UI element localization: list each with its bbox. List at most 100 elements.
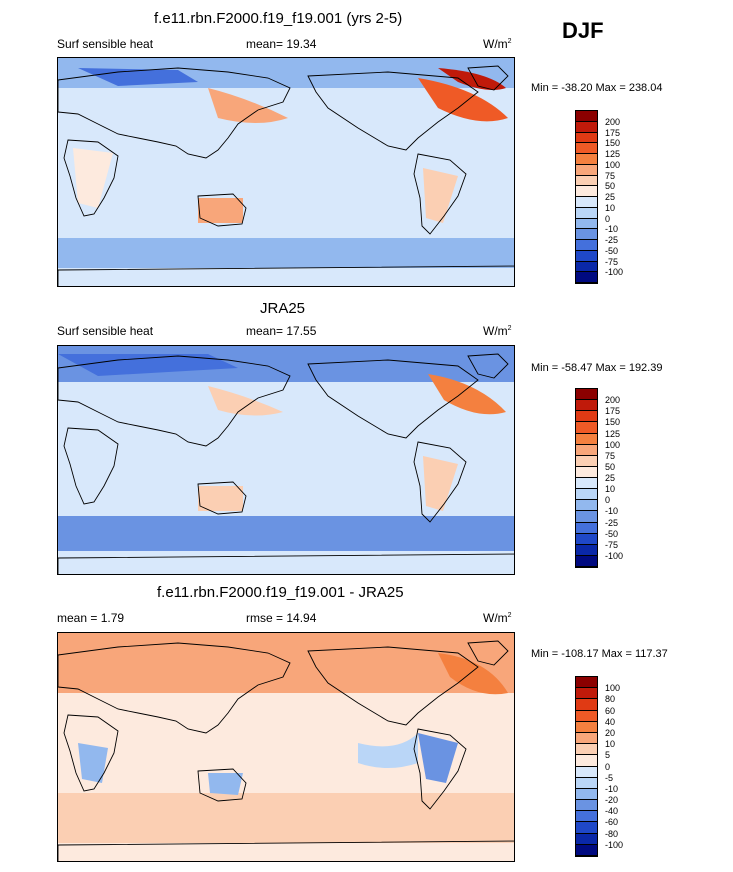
colorbar-box (576, 250, 597, 262)
colorbar-box (576, 154, 597, 165)
contour-region (78, 68, 198, 86)
contour-region (58, 516, 514, 551)
contour-region (58, 354, 238, 376)
colorbar-label: 175 (605, 127, 621, 138)
colorbar-box (576, 800, 597, 812)
colorbar-box (576, 533, 597, 545)
contour-region (58, 793, 514, 843)
coastline (58, 840, 514, 861)
coastline (307, 359, 479, 439)
colorbar-box (576, 143, 597, 154)
panel2-colorbar: 200 175 150 125 100 75 50 25 10 0 -10 -25 -50 -75 -100 (575, 388, 623, 568)
colorbar-box (576, 833, 597, 845)
colorbar-label: 150 (605, 138, 621, 149)
colorbar-label: 0 (605, 495, 611, 506)
coastline (58, 67, 291, 159)
panel1-minmax: Min = -38.20 Max = 238.04 (531, 82, 663, 94)
colorbar-label: -10 (605, 783, 619, 794)
colorbar-box (576, 466, 597, 478)
colorbar-box (576, 121, 597, 133)
colorbar-box (576, 844, 597, 856)
colorbar-box (576, 218, 597, 230)
colorbar-label: 75 (605, 450, 616, 461)
colorbar-box (576, 522, 597, 534)
panel2-map (57, 345, 515, 575)
map-field (58, 58, 514, 286)
colorbar-box (576, 699, 597, 711)
colorbar-label: -75 (605, 539, 619, 550)
colorbar-box (576, 240, 597, 251)
colorbar-label: -10 (605, 506, 619, 517)
colorbar-box (576, 111, 597, 122)
colorbar-label: -60 (605, 817, 619, 828)
colorbar-label: 200 (605, 395, 621, 406)
colorbar-label: 100 (605, 683, 621, 694)
colorbar-box (576, 500, 597, 512)
contour-region (58, 58, 514, 286)
coastline (58, 642, 291, 734)
colorbar-box (576, 422, 597, 434)
coastline (58, 265, 514, 286)
panel1-units: W/m2 (483, 37, 512, 51)
colorbar-label: 0 (605, 213, 611, 224)
colorbar-label: -75 (605, 256, 619, 267)
colorbar-box (576, 197, 597, 208)
colorbar-label: -80 (605, 828, 619, 839)
panel2-units-exp: 2 (507, 325, 512, 332)
panel1-units-text: W/m (483, 37, 508, 51)
coastline (197, 193, 247, 227)
colorbar-label: 25 (605, 473, 616, 483)
colorbar-box (576, 777, 597, 789)
colorbar-label: 10 (605, 484, 616, 495)
panel1-mean: mean= 19.34 (246, 37, 317, 51)
colorbar-label: -40 (605, 806, 619, 817)
coastline (413, 441, 467, 523)
colorbar-box (576, 788, 597, 801)
colorbar-label: 25 (605, 192, 616, 202)
colorbar-box (576, 822, 597, 834)
contour-region (438, 68, 506, 90)
coastline (467, 65, 509, 91)
contour-region (208, 773, 243, 795)
contour-region (208, 88, 288, 123)
colorbar-box (576, 411, 597, 423)
colorbar-box (576, 433, 597, 445)
season-label: DJF (562, 18, 604, 43)
colorbar-label: -20 (605, 795, 619, 806)
panel3-units-text: W/m (483, 611, 508, 625)
colorbar-label: 40 (605, 716, 616, 727)
colorbar-box (576, 175, 597, 187)
colorbar-box (576, 489, 597, 501)
colorbar-label: 150 (605, 417, 621, 428)
contour-region (358, 733, 418, 768)
colorbar-box (576, 444, 597, 456)
panel3-map (57, 632, 515, 862)
contour-region (428, 374, 506, 415)
colorbar-box (576, 744, 597, 756)
contour-region (438, 653, 508, 695)
colorbar-label: 200 (605, 116, 621, 127)
colorbar-box (576, 272, 597, 283)
colorbar-label: -25 (605, 517, 619, 528)
panel1-colorbar: 200 175 150 125 100 75 50 25 10 0 -10 -25 -50 -75 -100 (575, 110, 623, 284)
panel1-map (57, 57, 515, 287)
colorbar-label: 10 (605, 202, 616, 213)
coastline (307, 646, 479, 726)
colorbar-box (576, 710, 597, 722)
coastline (63, 427, 119, 505)
colorbar-box (576, 721, 597, 733)
colorbar-box (576, 164, 597, 176)
coastline (413, 153, 467, 235)
colorbar-box (576, 207, 597, 219)
colorbar-box (576, 811, 597, 823)
colorbar-box (576, 186, 597, 197)
colorbar-box (576, 261, 597, 273)
panel3-title: f.e11.rbn.F2000.f19_f19.001 - JRA25 (157, 584, 404, 601)
colorbar-box (576, 229, 597, 240)
colorbar-box (576, 677, 597, 689)
coastline (63, 714, 119, 792)
map-field (58, 346, 514, 574)
colorbar-label: 20 (605, 727, 616, 738)
contour-region (58, 238, 514, 268)
panel1-variable: Surf sensible heat (57, 37, 154, 51)
